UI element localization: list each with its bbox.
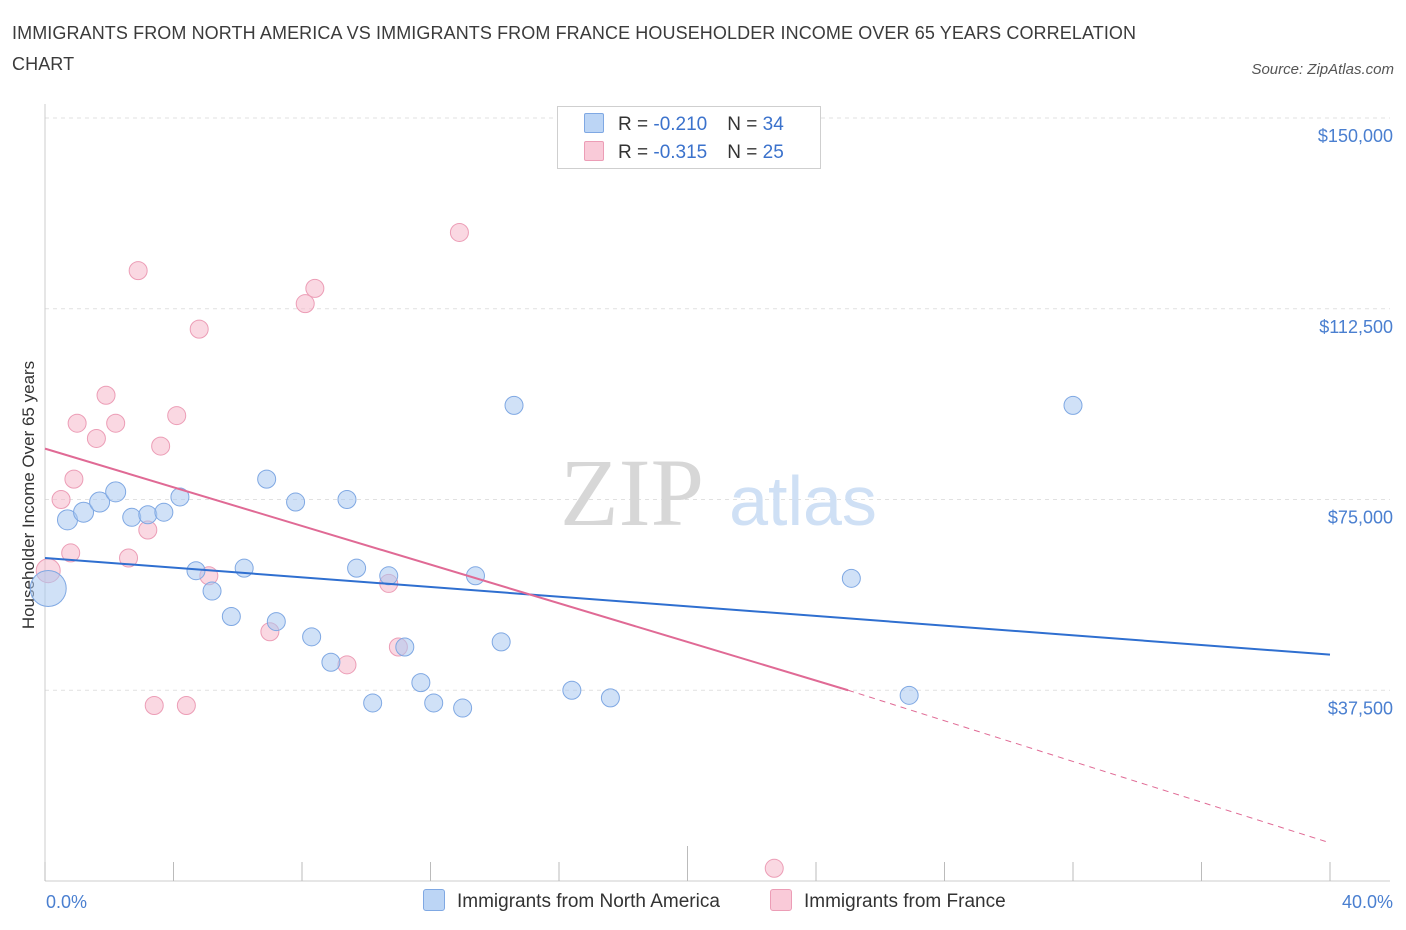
- data-point-france: [167, 406, 187, 426]
- series-legend: Immigrants from North America Immigrants…: [0, 889, 1406, 917]
- correlation-legend: R = -0.210 N = 34 R = -0.315 N = 25: [557, 106, 821, 169]
- data-point-north-america: [266, 612, 286, 632]
- axes: [44, 104, 1390, 882]
- data-point-north-america: [286, 492, 306, 512]
- series-legend-north-america: Immigrants from North America: [423, 889, 720, 913]
- y-tick-label: $150,000: [1318, 126, 1393, 146]
- data-point-france: [176, 696, 196, 716]
- data-point-france: [64, 469, 84, 489]
- trend-line-north-america: [44, 556, 1331, 656]
- series-legend-label: Immigrants from North America: [457, 891, 720, 912]
- watermark-atlas: atlas: [729, 462, 877, 540]
- trend-lines: [44, 447, 1331, 844]
- legend-r-value: -0.315: [653, 142, 708, 163]
- y-axis-title: Householder Income Over 65 years: [19, 361, 38, 629]
- legend-swatch-france: [584, 141, 604, 161]
- data-point-north-america: [122, 507, 142, 527]
- data-point-north-america: [453, 698, 473, 718]
- data-point-france: [106, 413, 126, 433]
- data-point-north-america: [395, 637, 415, 657]
- y-tick-labels: $150,000 $112,500 $75,000 $37,500: [1318, 126, 1393, 718]
- data-point-north-america: [562, 680, 582, 700]
- data-point-france: [96, 385, 116, 405]
- trend-line-france-extrapolated: [847, 689, 1331, 844]
- data-point-north-america: [105, 481, 127, 503]
- data-point-france: [86, 428, 106, 448]
- gridlines: [45, 117, 1390, 691]
- series-swatch-france: [770, 889, 792, 911]
- data-point-north-america: [363, 693, 383, 713]
- data-point-france: [305, 278, 325, 298]
- data-point-north-america: [29, 570, 67, 608]
- data-point-north-america: [234, 558, 254, 578]
- data-point-north-america: [899, 685, 919, 705]
- data-point-france: [67, 413, 87, 433]
- y-tick-label: $37,500: [1328, 698, 1393, 718]
- data-point-north-america: [600, 688, 620, 708]
- data-point-north-america: [73, 501, 95, 523]
- data-point-north-america: [841, 568, 861, 588]
- legend-n-label: N =: [727, 114, 763, 135]
- watermark-zip: ZIP: [560, 439, 704, 546]
- series-legend-label: Immigrants from France: [804, 891, 1006, 912]
- data-point-france: [151, 436, 171, 456]
- data-point-north-america: [257, 469, 277, 489]
- source-note: Source: ZipAtlas.com: [1251, 61, 1394, 78]
- chart-title: IMMIGRANTS FROM NORTH AMERICA VS IMMIGRA…: [12, 23, 1137, 74]
- data-point-france: [764, 858, 784, 878]
- series-legend-france: Immigrants from France: [770, 889, 1006, 913]
- data-point-france: [449, 222, 469, 242]
- series-swatch-north-america: [423, 889, 445, 911]
- data-point-france: [61, 543, 81, 563]
- x-tick-label: 40.0%: [1342, 892, 1393, 912]
- series-north-america-points: [29, 395, 1083, 718]
- data-point-france: [295, 294, 315, 314]
- legend-row-north-america: R = -0.210 N = 34: [584, 113, 784, 139]
- data-point-france: [128, 261, 148, 281]
- data-point-north-america: [221, 606, 241, 626]
- y-tick-label: $75,000: [1328, 508, 1393, 528]
- data-point-france: [337, 655, 357, 675]
- data-point-north-america: [154, 502, 174, 522]
- data-point-north-america: [347, 558, 367, 578]
- legend-swatch-north-america: [584, 113, 604, 133]
- watermark: ZIP atlas: [560, 439, 877, 546]
- x-tick-label: 0.0%: [46, 892, 87, 912]
- data-point-france: [144, 696, 164, 716]
- y-tick-label: $112,500: [1319, 317, 1393, 337]
- trend-line-france: [44, 447, 849, 692]
- legend-r-label: R =: [618, 114, 654, 135]
- data-point-france: [51, 490, 71, 509]
- data-point-north-america: [411, 673, 431, 693]
- series-france-points: [35, 222, 784, 878]
- legend-n-value: 25: [762, 142, 784, 163]
- legend-n-value: 34: [762, 114, 784, 135]
- x-tick-labels: 0.0% 40.0%: [46, 892, 1393, 912]
- data-point-north-america: [138, 505, 158, 525]
- data-point-north-america: [170, 487, 190, 507]
- data-point-north-america: [1063, 395, 1083, 415]
- data-point-north-america: [302, 627, 322, 647]
- legend-r-value: -0.210: [653, 114, 708, 135]
- legend-r-label: R =: [618, 142, 654, 163]
- data-point-north-america: [379, 566, 399, 586]
- data-point-north-america: [321, 652, 341, 672]
- data-point-france: [189, 319, 209, 339]
- data-point-north-america: [424, 693, 444, 713]
- data-point-france: [119, 548, 139, 568]
- data-point-north-america: [504, 395, 524, 415]
- data-point-north-america: [491, 632, 511, 652]
- data-point-north-america: [202, 581, 222, 601]
- data-point-north-america: [337, 490, 357, 509]
- legend-n-label: N =: [727, 142, 763, 163]
- legend-row-france: R = -0.315 N = 25: [584, 141, 784, 167]
- data-point-north-america: [89, 491, 111, 513]
